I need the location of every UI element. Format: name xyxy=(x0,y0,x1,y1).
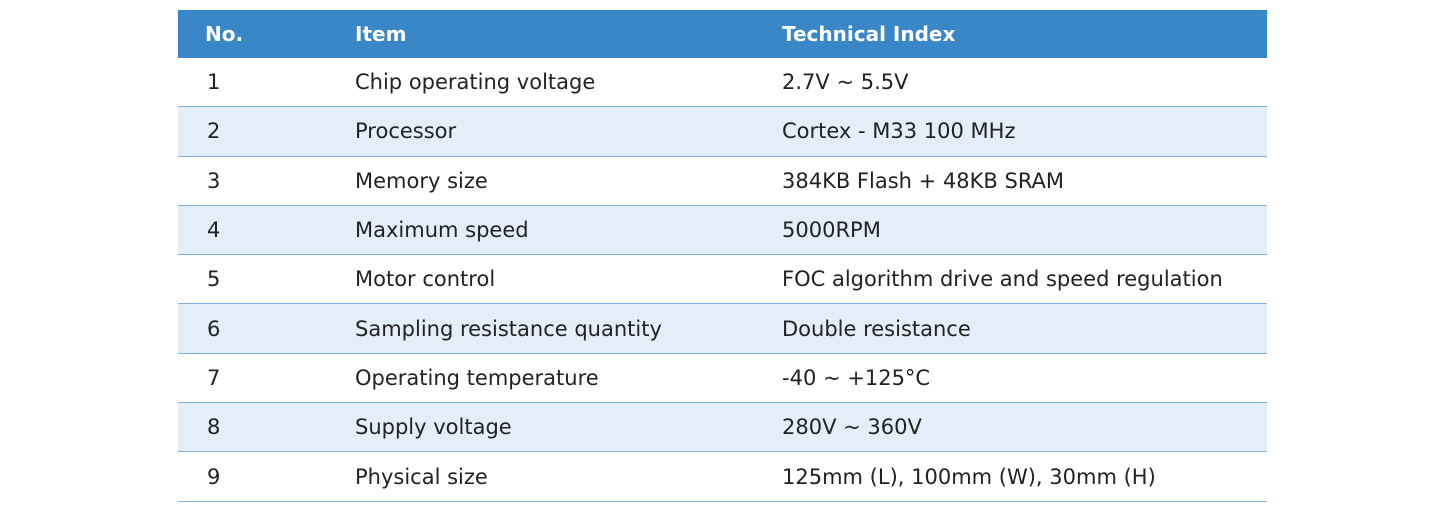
table-cell: 125mm (L), 100mm (W), 30mm (H) xyxy=(782,451,1267,502)
table-row: 7 Operating temperature -40 ~ +125°C xyxy=(178,353,1267,404)
table-cell: 4 xyxy=(178,205,355,256)
table-cell: -40 ~ +125°C xyxy=(782,353,1267,404)
table-cell: Memory size xyxy=(355,156,782,206)
table-cell: Supply voltage xyxy=(355,402,782,453)
table-row: 1 Chip operating voltage 2.7V ~ 5.5V xyxy=(178,58,1267,108)
table-cell: Processor xyxy=(355,106,782,157)
table-cell: Motor control xyxy=(355,254,782,305)
table-cell: Sampling resistance quantity xyxy=(355,303,782,354)
header-cell: Item xyxy=(355,10,782,58)
table-cell: 9 xyxy=(178,451,355,502)
table-cell: FOC algorithm drive and speed regulation xyxy=(782,254,1267,305)
table-row: 4 Maximum speed 5000RPM xyxy=(178,205,1267,256)
header-cell: No. xyxy=(178,10,355,58)
table-body: 1 Chip operating voltage 2.7V ~ 5.5V 2 Proce… xyxy=(178,58,1267,502)
table-row: 5 Motor control FOC algorithm drive and sp… xyxy=(178,254,1267,305)
table-row: 6 Sampling resistance quantity Double resi… xyxy=(178,303,1267,354)
table-row: 9 Physical size 125mm (L), 100mm (W), 30mm… xyxy=(178,451,1267,502)
table-cell: 384KB Flash + 48KB SRAM xyxy=(782,156,1267,206)
table-cell: 3 xyxy=(178,156,355,206)
table-row: 3 Memory size 384KB Flash + 48KB SRAM xyxy=(178,156,1267,206)
table-row: 8 Supply voltage 280V ~ 360V xyxy=(178,402,1267,453)
table-cell: 2 xyxy=(178,106,355,157)
spec-table-container: No. Item Technical Index 1 Chip operating v… xyxy=(178,10,1267,502)
table-cell: Maximum speed xyxy=(355,205,782,256)
table-cell: Cortex - M33 100 MHz xyxy=(782,106,1267,157)
table-cell: Operating temperature xyxy=(355,353,782,404)
table-cell: Chip operating voltage xyxy=(355,58,782,108)
table-row: 2 Processor Cortex - M33 100 MHz xyxy=(178,106,1267,157)
table-cell: 6 xyxy=(178,303,355,354)
table-cell: 5000RPM xyxy=(782,205,1267,256)
table-cell: Double resistance xyxy=(782,303,1267,354)
table-cell: 8 xyxy=(178,402,355,453)
spec-table: No. Item Technical Index 1 Chip operating v… xyxy=(178,10,1267,502)
table-cell: 1 xyxy=(178,58,355,108)
table-cell: 2.7V ~ 5.5V xyxy=(782,58,1267,108)
table-cell: 7 xyxy=(178,353,355,404)
header-cell: Technical Index xyxy=(782,10,1267,58)
table-cell: 5 xyxy=(178,254,355,305)
header-row: No. Item Technical Index xyxy=(178,10,1267,58)
table-cell: 280V ~ 360V xyxy=(782,402,1267,453)
table-cell: Physical size xyxy=(355,451,782,502)
